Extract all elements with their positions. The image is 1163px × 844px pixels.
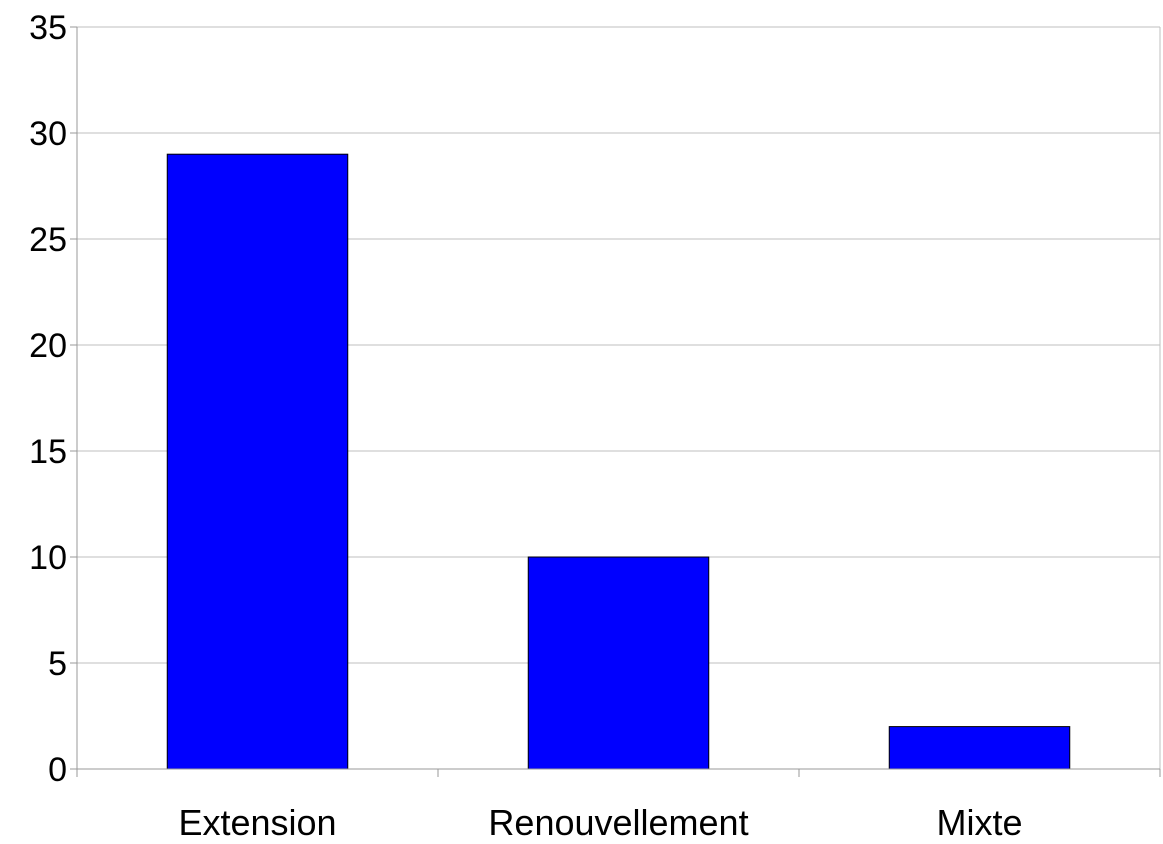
bar-mixte [888,726,1071,770]
y-axis-ticks [70,26,78,770]
y-tick-label: 10 [29,539,67,577]
y-tick-label: 35 [29,9,67,47]
bars [166,153,1071,770]
x-category-label: Extension [178,802,336,843]
y-tick-label: 20 [29,327,67,365]
bar-extension [166,153,349,770]
x-category-label: Renouvellement [488,802,748,843]
bar-renouvellement [527,556,710,770]
y-axis-tick-labels: 0 5 10 15 20 25 30 35 [29,9,67,789]
x-axis-ticks [76,768,1161,777]
y-tick-label: 5 [48,645,67,683]
y-tick-label: 15 [29,433,67,471]
y-tick-label: 25 [29,221,67,259]
y-tick-label: 30 [29,115,67,153]
y-tick-label: 0 [48,751,67,789]
x-category-label: Mixte [936,802,1022,843]
x-axis-category-labels: Extension Renouvellement Mixte [178,802,1022,843]
